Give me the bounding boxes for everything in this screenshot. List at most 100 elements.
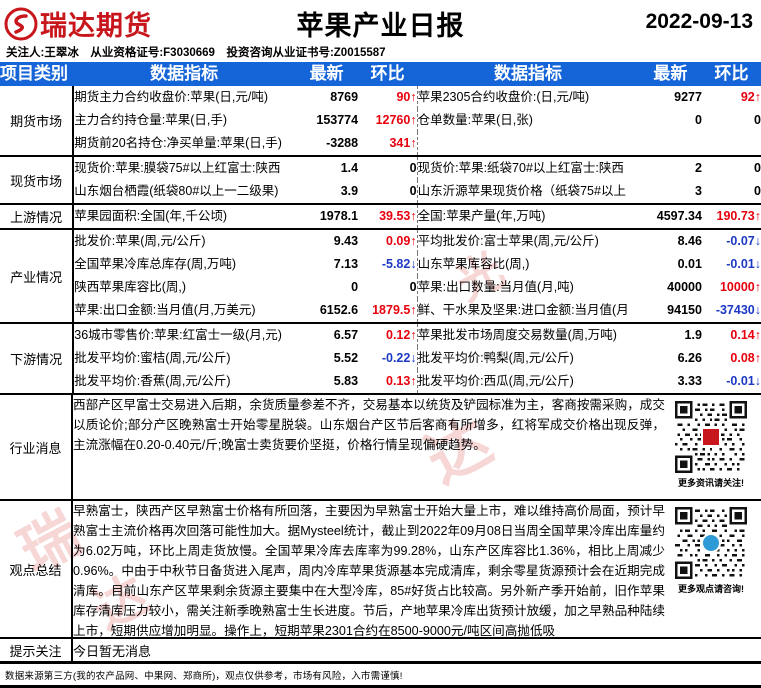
change-value-left: 0.09↑	[386, 234, 417, 248]
text-sections-table: 行业消息	[0, 395, 761, 664]
analyst-credentials: 关注人:王翠冰 从业资格证号:F3030669 投资咨询从业证书号:Z00155…	[6, 47, 386, 59]
qr-code-icon[interactable]	[675, 401, 747, 473]
latest-value-left: 9.43	[333, 234, 359, 248]
latest-value-right: 1.9	[684, 328, 702, 342]
view-row: 观点总结	[0, 500, 761, 639]
indicator-name-right: 苹果2305合约收盘价:(日,元/吨)	[416, 86, 639, 109]
qr-code-icon[interactable]	[675, 507, 747, 579]
indicator-name-left: 批发价:苹果(周,元/公斤)	[74, 234, 206, 248]
tip-row: 提示关注 今日暂无消息	[0, 638, 761, 664]
th-category: 项目类别	[0, 62, 74, 86]
report-date: 2022-09-13	[645, 10, 753, 33]
change-value-right: 92↑	[740, 90, 761, 104]
footnote: 数据来源第三方(我的农产品网、中果网、郑商所)，观点仅供参考，市场有风险，入市需…	[5, 671, 403, 682]
latest-value-left: 6.57	[333, 328, 359, 342]
indicator-name-right: 山东苹果库容比(周,)	[416, 253, 639, 276]
indicator-name-left: 期货前20名持仓:净买单量:苹果(日,手)	[73, 132, 296, 157]
latest-value-left: 1.4	[340, 161, 359, 175]
view-qr-caption: 更多观点请咨询!	[678, 584, 744, 594]
indicator-name-left: 陕西苹果库容比(周,)	[74, 280, 187, 294]
table-row: 下游情况 36城市零售价:苹果:红富士一级(月,元) 6.57 0.12↑ 苹果批发市场…	[0, 323, 761, 395]
indicator-name-right: 仓单数量:苹果(日,张)	[416, 109, 639, 132]
news-label: 行业消息	[0, 395, 73, 501]
news-qr-block[interactable]: 更多资讯请关注!	[667, 401, 755, 489]
change-value-right: 0	[754, 113, 761, 127]
latest-value-left: 7.13	[333, 257, 359, 271]
indicator-name-right: 现货价:苹果:纸袋70#以上红富士:陕西	[416, 156, 639, 180]
table-header-row: 项目类别 数据指标 最新 环比 数据指标 最新 环比	[0, 62, 761, 86]
th-indicator-r: 数据指标	[417, 62, 639, 86]
latest-value-right: 2	[694, 161, 702, 175]
latest-value-left: 5.83	[295, 370, 359, 395]
indicator-name-right: 鲜、干水果及坚果:进口金额:当月值(月	[416, 299, 639, 324]
change-value-right: -0.07↓	[726, 234, 761, 248]
indicator-name-right: 平均批发价:富士苹果(周,元/公斤)	[416, 229, 639, 253]
indicator-name-right: 苹果:出口数量:当月值(月,吨)	[416, 276, 639, 299]
table-row: 全国苹果冷库总库存(周,万吨) 7.13 -5.82↓ 山东苹果库容比(周,) 0.01…	[0, 253, 761, 276]
category-cell: 上游情况	[0, 204, 75, 230]
change-value-left: -5.82↓	[381, 257, 417, 271]
tip-label: 提示关注	[0, 638, 73, 664]
latest-value-right: 6.26	[677, 351, 702, 365]
change-value-right: -0.01↓	[701, 370, 761, 395]
qr-center-logo-icon	[701, 533, 721, 553]
table-row: 期货前20名持仓:净买单量:苹果(日,手) -3288 341↑	[0, 132, 761, 157]
latest-value-right	[638, 132, 702, 157]
news-row: 行业消息	[0, 395, 761, 501]
indicator-name-right: 全国:苹果产量(年,万吨)	[416, 204, 639, 230]
th-change-l: 环比	[358, 62, 418, 86]
latest-value-right: 0	[694, 113, 702, 127]
table-row: 苹果:出口金额:当月值(月,万美元) 6152.6 1879.5↑ 鲜、干水果及坚果:…	[0, 299, 761, 324]
latest-value-right: 8.46	[677, 234, 702, 248]
change-value-right: 0.08↑	[730, 351, 761, 365]
latest-value-left: 8769	[330, 90, 359, 104]
news-cell: 更多资讯请关注! 西部产区早富士交易进入后期，余货质量参差不齐，交易基本以统货及…	[72, 395, 761, 501]
latest-value-left: 5.52	[333, 351, 359, 365]
indicator-name-left: 36城市零售价:苹果:红富士一级(月,元)	[74, 328, 282, 342]
indicator-name-right: 批发平均价:西瓜(周,元/公斤)	[416, 370, 639, 395]
table-row: 批发平均价:蜜桔(周,元/公斤) 5.52 -0.22↓ 批发平均价:鸭梨(周,元/公…	[0, 347, 761, 370]
change-value-right: -37430↓	[701, 299, 761, 324]
news-text: 西部产区早富士交易进入后期，余货质量参差不齐，交易基本以统货及铲园标准为主，客商…	[73, 398, 665, 452]
view-qr-block[interactable]: 更多观点请咨询!	[667, 507, 755, 595]
change-value-left: 0.13↑	[358, 370, 418, 395]
latest-value-left: 6152.6	[295, 299, 359, 324]
change-value-right: 10000↑	[719, 280, 761, 294]
company-logo: 瑞达期货	[4, 4, 152, 43]
th-indicator-l: 数据指标	[73, 62, 296, 86]
qr-center-logo-icon	[701, 427, 721, 447]
indicator-name-left: 主力合约持仓量:苹果(日,手)	[74, 113, 228, 127]
table-row: 上游情况 苹果园面积:全国(年,千公顷) 1978.1 39.53↑ 全国:苹果产量(年…	[0, 204, 761, 230]
view-text: 早熟富士，陕西产区早熟富士价格有所回落，主要因为早熟富士开始大量上市，难以维持高…	[73, 504, 665, 638]
change-value-left: 0	[409, 280, 417, 294]
change-value-left: 90↑	[396, 90, 417, 104]
tip-text: 今日暂无消息	[72, 638, 761, 664]
indicator-name-left: 期货主力合约收盘价:苹果(日,元/吨)	[74, 90, 268, 104]
change-value-left: 12760↑	[375, 113, 417, 127]
view-cell: 更多观点请咨询! 早熟富士，陕西产区早熟富士价格有所回落，主要因为早熟富士开始大…	[72, 500, 761, 639]
indicator-name-left: 山东烟台栖霞(纸袋80#以上一二级果)	[73, 180, 296, 205]
table-body: 期货市场 期货主力合约收盘价:苹果(日,元/吨) 8769 90↑ 苹果2305合约收盘…	[0, 86, 761, 395]
table-row: 期货市场 期货主力合约收盘价:苹果(日,元/吨) 8769 90↑ 苹果2305合约收盘…	[0, 86, 761, 157]
indicator-name-left: 批发平均价:蜜桔(周,元/公斤)	[74, 351, 231, 365]
th-change-r: 环比	[701, 62, 761, 86]
change-value-right: 0.14↑	[730, 328, 761, 342]
latest-value-right: 40000	[667, 280, 702, 294]
indicator-name-left: 批发平均价:香蕉(周,元/公斤)	[73, 370, 296, 395]
change-value-right: 0	[754, 161, 761, 175]
category-cell: 期货市场	[0, 86, 75, 157]
th-latest-l: 最新	[295, 62, 359, 86]
change-value-left: 0	[409, 161, 417, 175]
table-row: 陕西苹果库容比(周,) 0 0 苹果:出口数量:当月值(月,吨) 40000 10000↑	[0, 276, 761, 299]
change-value-left: 0.12↑	[386, 328, 417, 342]
change-value-right	[701, 132, 761, 157]
latest-value-right: 4597.34	[638, 204, 702, 230]
indicator-name-left: 苹果:出口金额:当月值(月,万美元)	[73, 299, 296, 324]
indicator-name-right: 山东沂源苹果现货价格（纸袋75#以上	[416, 180, 639, 205]
news-qr-caption: 更多资讯请关注!	[678, 478, 744, 488]
latest-value-right: 3.33	[638, 370, 702, 395]
indicator-name-left: 全国苹果冷库总库存(周,万吨)	[74, 257, 237, 271]
indicator-name-left: 现货价:苹果:膜袋75#以上红富士:陕西	[74, 161, 281, 175]
category-cell: 现货市场	[0, 156, 75, 205]
table-row: 现货市场 现货价:苹果:膜袋75#以上红富士:陕西 1.4 0 现货价:苹果:纸袋70#…	[0, 156, 761, 205]
